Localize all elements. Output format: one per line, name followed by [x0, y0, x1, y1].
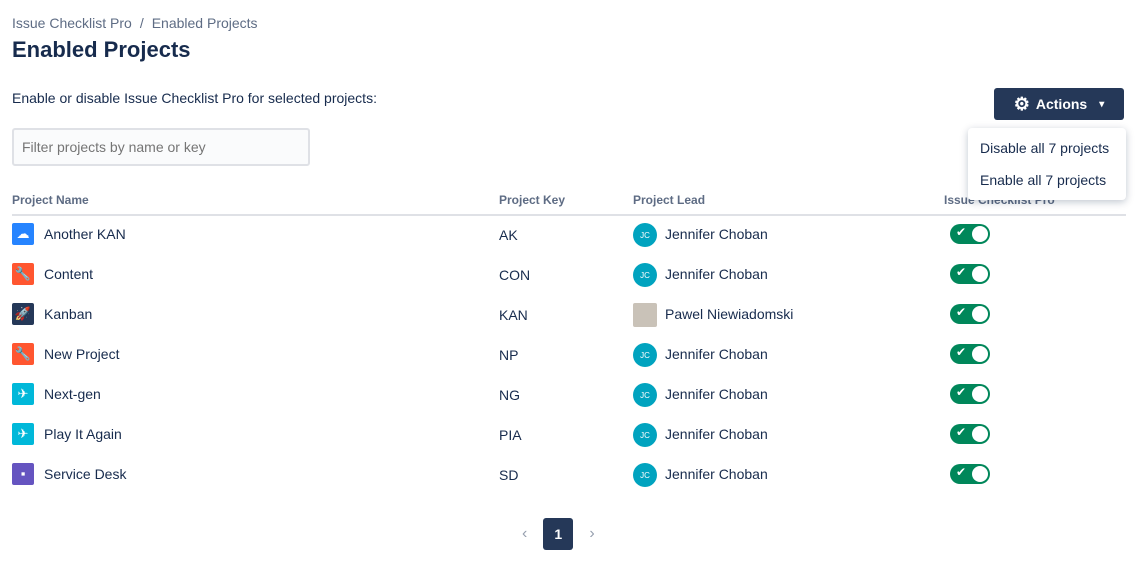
project-key: CON	[499, 267, 531, 283]
project-lead: Jennifer Choban	[665, 266, 768, 282]
avatar: JC	[633, 223, 657, 247]
actions-button[interactable]: ⚙ Actions ▾	[994, 88, 1124, 120]
project-lead: Jennifer Choban	[665, 386, 768, 402]
prev-page-button[interactable]: ‹	[522, 525, 528, 542]
check-icon: ✔	[956, 265, 967, 279]
avatar: JC	[633, 383, 657, 407]
breadcrumb-separator: /	[139, 15, 144, 31]
project-lead: Jennifer Choban	[665, 346, 768, 362]
avatar	[633, 303, 657, 327]
filter-input[interactable]	[12, 128, 310, 166]
project-lead: Pawel Niewiadomski	[665, 306, 794, 322]
project-lead: Jennifer Choban	[665, 226, 768, 242]
table-row: ▪ Service Desk SD JC Jennifer Choban ✔	[12, 463, 1126, 503]
check-icon: ✔	[956, 465, 967, 479]
project-name-link[interactable]: Content	[44, 266, 94, 282]
project-lead: Jennifer Choban	[665, 466, 768, 482]
table-row: ☁ Another KAN AK JC Jennifer Choban ✔	[12, 223, 1126, 263]
project-key: KAN	[499, 307, 528, 323]
check-icon: ✔	[956, 225, 967, 239]
check-icon: ✔	[956, 385, 967, 399]
enabled-toggle[interactable]: ✔	[950, 344, 990, 364]
project-key: NG	[499, 387, 520, 403]
page-1-button[interactable]: 1	[543, 518, 574, 550]
check-icon: ✔	[956, 305, 967, 319]
table-row: ✈ Play It Again PIA JC Jennifer Choban ✔	[12, 423, 1126, 463]
project-key: SD	[499, 467, 519, 483]
table-row: ✈ Next-gen NG JC Jennifer Choban ✔	[12, 383, 1126, 423]
wrench-icon: 🔧	[12, 343, 34, 365]
table-row: 🔧 New Project NP JC Jennifer Choban ✔	[12, 343, 1126, 383]
avatar: JC	[633, 343, 657, 367]
plane-icon: ✈	[12, 423, 34, 445]
avatar: JC	[633, 263, 657, 287]
rocket-icon: 🚀	[12, 303, 34, 325]
column-project-lead[interactable]: Project Lead	[633, 193, 706, 207]
actions-label: Actions	[1035, 96, 1088, 112]
enabled-toggle[interactable]: ✔	[950, 424, 990, 444]
chevron-down-icon: ▾	[1099, 98, 1105, 110]
enabled-toggle[interactable]: ✔	[950, 384, 990, 404]
breadcrumb: Issue Checklist Pro / Enabled Projects	[12, 15, 258, 31]
check-icon: ✔	[956, 425, 967, 439]
table-header: Project Name Project Key Project Lead Is…	[12, 193, 1126, 216]
project-name-link[interactable]: Kanban	[44, 306, 93, 322]
project-name-link[interactable]: New Project	[44, 346, 120, 362]
menu-item-enable-all[interactable]: Enable all 7 projects	[980, 172, 1107, 188]
table-row: 🔧 Content CON JC Jennifer Choban ✔	[12, 263, 1126, 303]
project-key: PIA	[499, 427, 522, 443]
breadcrumb-current[interactable]: Enabled Projects	[151, 15, 258, 31]
project-key: AK	[499, 227, 518, 243]
project-name-link[interactable]: Service Desk	[44, 466, 127, 482]
project-name-link[interactable]: Play It Again	[44, 426, 122, 442]
next-page-button[interactable]: ›	[589, 525, 595, 542]
cloud-icon: ☁	[12, 223, 34, 245]
plane-icon: ✈	[12, 383, 34, 405]
avatar: JC	[633, 423, 657, 447]
menu-item-disable-all[interactable]: Disable all 7 projects	[980, 140, 1110, 156]
enabled-toggle[interactable]: ✔	[950, 264, 990, 284]
enabled-toggle[interactable]: ✔	[950, 304, 990, 324]
pagination: ‹ 1 ›	[522, 518, 595, 550]
project-name-link[interactable]: Another KAN	[44, 226, 126, 242]
breadcrumb-link[interactable]: Issue Checklist Pro	[12, 15, 132, 31]
column-project-key[interactable]: Project Key	[499, 193, 566, 207]
drill-icon: ▪	[12, 463, 34, 485]
description: Enable or disable Issue Checklist Pro fo…	[12, 90, 377, 106]
column-project-name[interactable]: Project Name	[12, 193, 89, 207]
project-name-link[interactable]: Next-gen	[44, 386, 101, 402]
gear-icon: ⚙	[1013, 93, 1030, 114]
avatar: JC	[633, 463, 657, 487]
table-row: 🚀 Kanban KAN Pawel Niewiadomski ✔	[12, 303, 1126, 343]
actions-menu: Disable all 7 projects Enable all 7 proj…	[968, 128, 1126, 200]
wrench-icon: 🔧	[12, 263, 34, 285]
enabled-toggle[interactable]: ✔	[950, 464, 990, 484]
enabled-toggle[interactable]: ✔	[950, 224, 990, 244]
project-lead: Jennifer Choban	[665, 426, 768, 442]
project-key: NP	[499, 347, 519, 363]
check-icon: ✔	[956, 345, 967, 359]
page-title: Enabled Projects	[12, 37, 191, 62]
